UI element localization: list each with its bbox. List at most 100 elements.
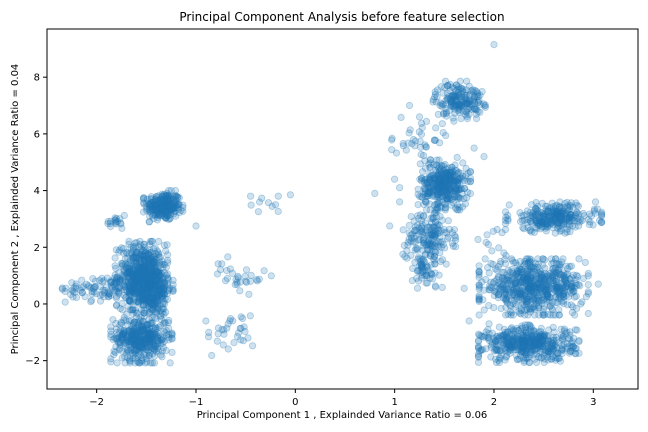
scatter-point — [107, 278, 115, 287]
scatter-point — [154, 200, 163, 208]
scatter-point — [156, 212, 164, 220]
scatter-point — [158, 190, 166, 198]
scatter-point — [113, 301, 121, 309]
scatter-point — [152, 255, 160, 263]
scatter-point — [514, 355, 522, 363]
scatter-point — [129, 254, 137, 262]
scatter-point — [208, 351, 216, 360]
scatter-point — [118, 260, 126, 268]
scatter-point — [475, 293, 483, 301]
scatter-point — [147, 293, 155, 302]
scatter-point — [431, 90, 440, 98]
scatter-point — [554, 350, 562, 358]
scatter-point — [61, 298, 69, 306]
scatter-point — [107, 222, 115, 231]
scatter-point — [170, 204, 178, 212]
scatter-point — [566, 228, 574, 236]
scatter-point — [137, 287, 145, 295]
scatter-point — [125, 258, 133, 267]
scatter-point — [453, 153, 461, 161]
scatter-point — [132, 309, 140, 317]
scatter-point — [155, 291, 163, 299]
scatter-point — [163, 209, 171, 217]
scatter-point — [579, 209, 587, 218]
scatter-point — [117, 318, 125, 326]
scatter-point — [147, 291, 155, 299]
scatter-point — [125, 260, 133, 269]
scatter-point — [432, 124, 440, 132]
y-tick-label: 8 — [34, 73, 40, 84]
scatter-point — [158, 205, 167, 213]
scatter-point — [550, 279, 558, 287]
scatter-point — [149, 270, 157, 278]
scatter-point — [128, 271, 136, 279]
scatter-point — [135, 243, 143, 251]
scatter-point — [428, 270, 436, 279]
scatter-point — [92, 290, 101, 298]
scatter-point — [139, 296, 147, 304]
scatter-point — [131, 274, 139, 282]
scatter-point — [160, 201, 168, 209]
scatter-point — [253, 276, 261, 284]
scatter-point — [146, 263, 154, 271]
scatter-point — [496, 260, 504, 268]
scatter-point — [131, 277, 139, 285]
scatter-point — [158, 199, 166, 207]
scatter-point — [155, 253, 163, 261]
scatter-point — [223, 324, 231, 332]
scatter-point — [445, 225, 454, 233]
scatter-point — [490, 40, 498, 49]
scatter-point — [425, 237, 433, 245]
scatter-point — [236, 278, 244, 286]
scatter-point — [133, 239, 141, 247]
scatter-point — [141, 257, 149, 265]
scatter-point — [146, 200, 154, 209]
scatter-point — [371, 189, 379, 197]
scatter-point — [149, 283, 157, 292]
scatter-point — [150, 257, 158, 265]
scatter-point — [155, 210, 163, 218]
scatter-point — [147, 271, 156, 280]
scatter-point — [526, 227, 534, 235]
scatter-point — [119, 245, 128, 253]
scatter-point — [131, 239, 139, 247]
scatter-point — [415, 277, 423, 285]
scatter-point — [140, 200, 148, 208]
scatter-point — [179, 201, 187, 209]
scatter-point — [159, 198, 167, 206]
scatter-point — [504, 217, 512, 225]
scatter-point — [271, 201, 280, 209]
scatter-point — [126, 284, 134, 292]
scatter-point — [131, 276, 140, 284]
scatter-point — [163, 201, 171, 209]
y-tick-label: 4 — [34, 186, 40, 197]
scatter-point — [113, 331, 122, 340]
scatter-point — [172, 212, 180, 220]
scatter-point — [172, 196, 180, 204]
scatter-point — [118, 299, 126, 308]
scatter-point — [133, 269, 141, 277]
scatter-point — [115, 248, 123, 256]
scatter-point — [164, 207, 172, 215]
scatter-point — [142, 284, 150, 292]
scatter-point — [175, 201, 183, 209]
scatter-point — [161, 202, 169, 210]
scatter-point — [152, 196, 160, 204]
scatter-point — [116, 246, 124, 254]
scatter-point — [474, 235, 482, 244]
scatter-point — [143, 276, 151, 284]
scatter-point — [247, 201, 255, 209]
scatter-point — [139, 264, 147, 272]
scatter-point — [148, 306, 156, 314]
x-tick-label: 3 — [590, 397, 596, 408]
scatter-point — [143, 294, 151, 303]
scatter-point — [129, 255, 137, 263]
y-axis-label: Principal Component 2 , Explainded Varia… — [10, 64, 21, 355]
scatter-point — [111, 278, 119, 286]
scatter-point — [131, 275, 139, 284]
scatter-point — [164, 289, 172, 297]
scatter-point — [158, 289, 166, 297]
scatter-point — [149, 206, 157, 214]
scatter-point — [239, 314, 247, 322]
scatter-point — [220, 330, 228, 338]
